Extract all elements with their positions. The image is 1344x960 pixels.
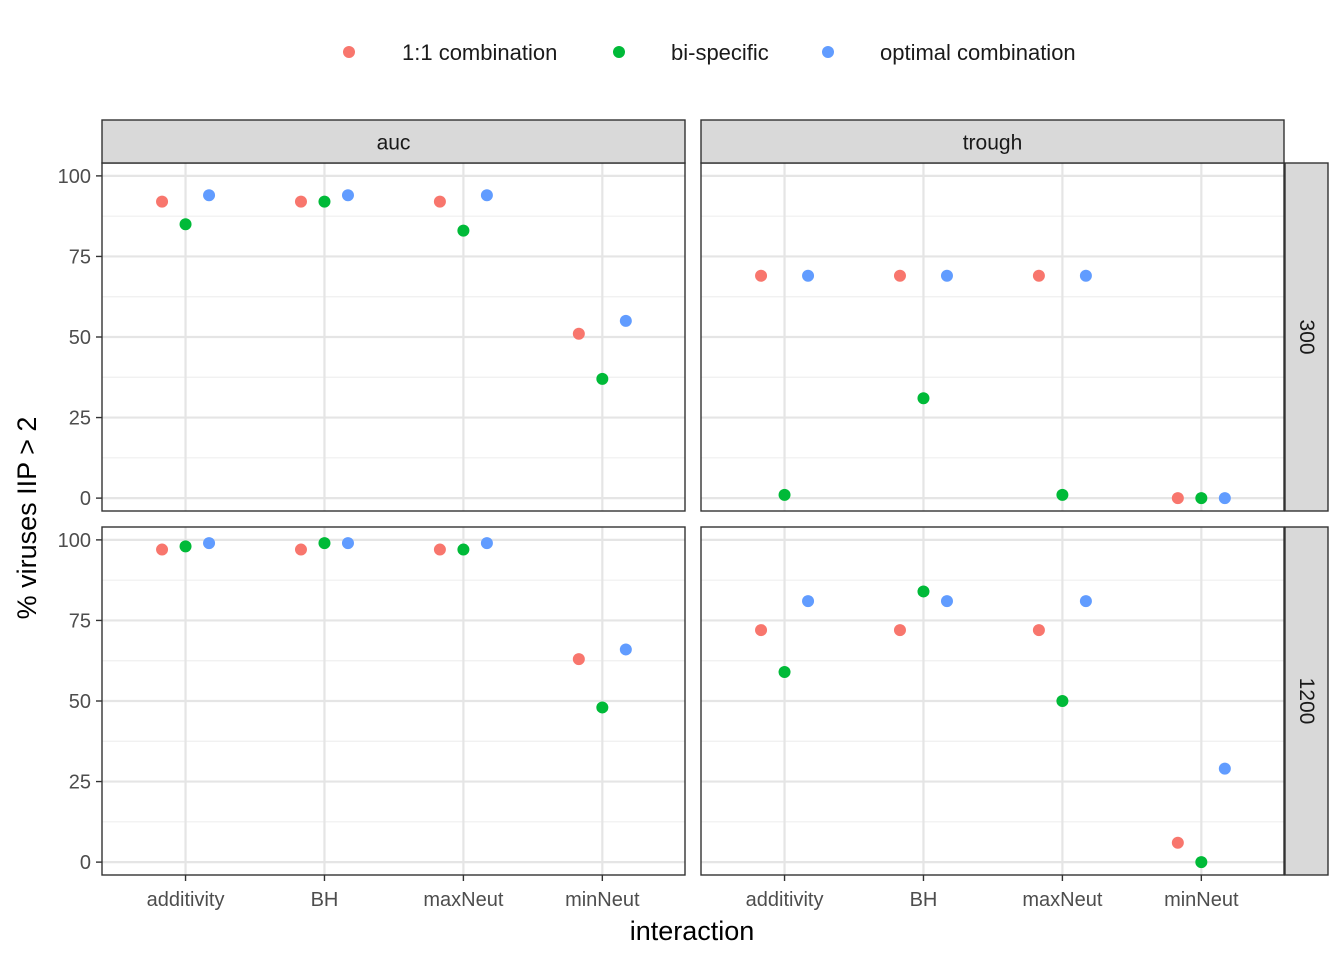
data-point	[619, 643, 632, 656]
data-point	[457, 224, 470, 237]
strip-300: 300	[1284, 162, 1329, 512]
data-point	[203, 189, 216, 202]
data-point	[917, 585, 930, 598]
strip-label: trough	[963, 132, 1023, 155]
data-point	[1056, 695, 1069, 707]
y-tick-label: 0	[80, 488, 91, 510]
data-point	[203, 537, 216, 550]
data-point	[755, 269, 768, 282]
data-point	[433, 195, 446, 208]
panel-auc-1200: 0 25 50 75 100 additivity BH maxNeut minNeut	[58, 526, 686, 911]
panel-trough-300	[700, 162, 1285, 512]
strip-label: auc	[377, 132, 411, 155]
plot-panels: 0 25 50 75 100 0 25 50 75 100 additivity BH maxNeut m…	[58, 119, 1329, 911]
data-point	[755, 624, 768, 637]
data-point	[318, 537, 331, 550]
panel-border	[700, 526, 1285, 876]
y-tick-label: 100	[58, 530, 91, 552]
data-point	[940, 595, 953, 608]
data-point	[1218, 492, 1231, 505]
x-tick-label: additivity	[746, 889, 824, 911]
data-point	[433, 543, 446, 556]
data-point	[480, 537, 493, 550]
data-point	[802, 595, 815, 608]
strip-background	[1284, 526, 1329, 876]
legend-key-optimal-combination	[822, 46, 834, 58]
x-tick-label: maxNeut	[423, 889, 503, 911]
legend-key-bi-specific	[613, 46, 625, 58]
data-point	[156, 543, 169, 556]
strip-background	[1284, 162, 1329, 512]
data-point	[596, 372, 609, 385]
y-tick-label: 50	[69, 691, 91, 713]
y-tick-label: 50	[69, 327, 91, 349]
data-point	[940, 269, 953, 282]
data-point	[893, 269, 906, 282]
data-point	[893, 624, 906, 637]
x-tick-label: BH	[910, 889, 938, 911]
data-point	[1171, 492, 1184, 505]
legend-key-1-1-combination	[343, 46, 355, 58]
x-axis-title: interaction	[630, 916, 755, 946]
data-point	[1079, 269, 1092, 282]
x-tick-label: BH	[311, 889, 339, 911]
data-point	[1195, 492, 1208, 505]
data-point	[179, 540, 192, 553]
y-tick-label: 75	[69, 610, 91, 632]
y-tick-label: 100	[58, 166, 91, 188]
data-point	[778, 488, 791, 501]
strip-label: 1200	[1295, 678, 1318, 725]
data-point	[1032, 624, 1045, 637]
data-point	[294, 543, 307, 556]
data-point	[318, 195, 331, 208]
y-tick-label: 0	[80, 852, 91, 874]
data-point	[572, 653, 585, 666]
strip-label: 300	[1295, 319, 1318, 354]
data-point	[1079, 595, 1092, 608]
data-point	[1218, 762, 1231, 775]
x-tick-label: maxNeut	[1022, 889, 1102, 911]
data-point	[1195, 856, 1208, 869]
x-tick-label: additivity	[147, 889, 225, 911]
data-point	[480, 189, 493, 202]
data-point	[1171, 836, 1184, 849]
data-point	[778, 666, 791, 678]
data-point	[619, 314, 632, 327]
strip-background	[101, 119, 686, 164]
y-tick-label: 25	[69, 408, 91, 430]
data-point	[294, 195, 307, 208]
strip-background	[700, 119, 1285, 164]
y-tick-label: 75	[69, 246, 91, 268]
data-point	[572, 327, 585, 340]
data-point	[341, 189, 354, 202]
data-point	[179, 218, 192, 231]
x-tick-label: minNeut	[1164, 889, 1239, 911]
strip-auc: auc	[101, 119, 686, 164]
panel-auc-300: 0 25 50 75 100	[58, 162, 686, 512]
data-point	[156, 195, 169, 208]
data-point	[341, 537, 354, 550]
data-point	[457, 543, 470, 556]
data-point	[1056, 488, 1069, 501]
strip-1200: 1200	[1284, 526, 1329, 876]
legend-label: optimal combination	[880, 40, 1076, 65]
data-point	[802, 269, 815, 282]
data-point	[596, 701, 609, 714]
strip-trough: trough	[700, 119, 1285, 164]
y-axis-title: % viruses IIP > 2	[12, 417, 42, 620]
data-point	[1032, 269, 1045, 282]
legend-label: 1:1 combination	[402, 40, 557, 65]
data-point	[917, 392, 930, 405]
legend-label: bi-specific	[671, 40, 769, 65]
x-tick-label: minNeut	[565, 889, 640, 911]
y-tick-label: 25	[69, 772, 91, 794]
panel-trough-1200: additivity BH maxNeut minNeut	[700, 526, 1285, 911]
legend: 1:1 combination bi-specific optimal combin…	[343, 40, 1076, 65]
